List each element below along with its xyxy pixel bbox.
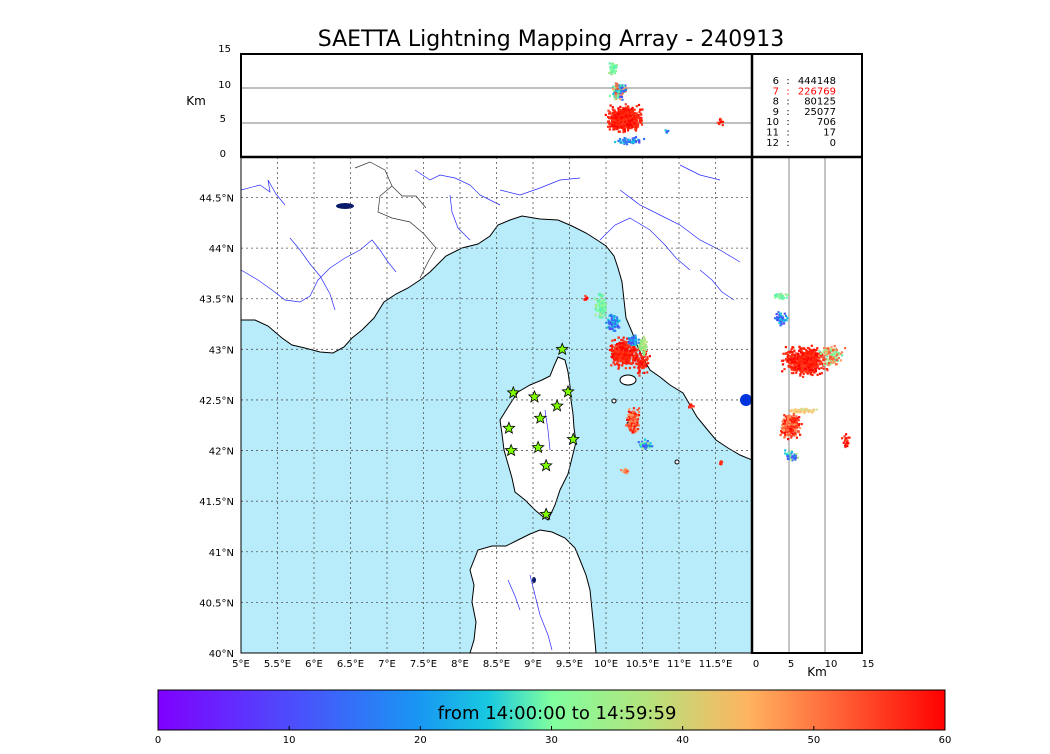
map-grid (241, 157, 752, 653)
station-star-icon (555, 342, 569, 356)
side-tick-label: 15 (862, 659, 875, 670)
stats-value: 17 (823, 128, 836, 139)
stats-separator: : (786, 107, 789, 118)
station-star-icon (539, 507, 553, 521)
stats-key: 10 (766, 117, 779, 128)
stats-key: 11 (766, 128, 779, 139)
station-star-icon (539, 458, 553, 472)
sources-outlier-marker (740, 394, 752, 406)
longitude-tick-label: 6.5°E (337, 659, 364, 670)
altitude-panel: Km 15 10 5 0 (186, 44, 753, 160)
stats-key: 12 (766, 138, 779, 149)
longitude-tick-label: 5.5°E (264, 659, 291, 670)
mainland-land (241, 157, 752, 461)
station-star-icon (502, 421, 516, 434)
stats-value: 25077 (804, 107, 836, 118)
side-tick-label: 10 (825, 659, 838, 670)
figure-title: SAETTA Lightning Mapping Array - 240913 (318, 27, 785, 52)
longitude-tick-label: 6°E (305, 659, 323, 670)
longitude-tick-label: 7°E (378, 659, 396, 670)
altitude-unit-label: Km (186, 94, 206, 108)
lma-stations (502, 342, 580, 521)
giglio-island (674, 459, 680, 465)
colorbar-tick-label: 10 (283, 735, 296, 746)
colorbar-tick-label: 50 (807, 735, 820, 746)
latitude-labels: 44.5°N 44°N 43.5°N 43°N 42.5°N 42°N 41.5°N 41°N… (199, 193, 234, 660)
station-star-icon (531, 440, 545, 454)
longitude-tick-label: 5°E (232, 659, 250, 670)
stats-separator: : (786, 138, 789, 149)
stats-key: 8 (773, 97, 779, 108)
colorbar-tick-label: 60 (939, 735, 952, 746)
colorbar-tick-label: 0 (155, 735, 161, 746)
station-star-icon (504, 443, 518, 457)
altitude-tick-label: 5 (220, 114, 226, 125)
longitude-tick-label: 11°E (667, 659, 691, 670)
map-panel (241, 157, 752, 653)
latitude-tick-label: 42.5°N (199, 396, 234, 407)
colorbar-tick-label: 20 (414, 735, 427, 746)
stats-value: 80125 (804, 97, 836, 108)
side-tick-label: 0 (753, 659, 759, 670)
stats-separator: : (786, 117, 789, 128)
longitude-tick-label: 7.5°E (410, 659, 437, 670)
longitude-tick-label: 10.5°E (626, 659, 660, 670)
stats-value: 226769 (798, 86, 836, 97)
latitude-tick-label: 43.5°N (199, 295, 234, 306)
colorbar-tick-label: 30 (545, 735, 558, 746)
stats-value: 706 (817, 117, 836, 128)
side-tick-label: 5 (788, 659, 794, 670)
country-borders (354, 161, 437, 279)
stats-value: 444148 (798, 76, 836, 87)
stats-key: 7 (773, 86, 779, 97)
elba-island (619, 374, 637, 386)
latitude-tick-label: 42°N (209, 447, 234, 458)
latitude-tick-label: 41.5°N (199, 497, 234, 508)
corsica-land (499, 356, 577, 521)
station-star-icon (506, 385, 521, 399)
side-unit-label: Km (807, 665, 827, 679)
longitude-tick-label: 9.5°E (556, 659, 583, 670)
stats-key: 6 (773, 76, 779, 87)
station-star-icon (527, 389, 542, 403)
stats-key: 9 (773, 107, 779, 118)
lightning-sources-altitude (604, 62, 725, 146)
stats-separator: : (786, 86, 789, 97)
side-panel: 0 5 10 15 Km (740, 156, 875, 679)
longitude-tick-label: 8°E (451, 659, 469, 670)
latitude-tick-label: 41°N (209, 548, 234, 559)
stats-separator: : (786, 76, 789, 87)
lightning-sources-side (774, 292, 851, 462)
colorbar-tick-label: 40 (676, 735, 689, 746)
altitude-tick-label: 10 (218, 80, 231, 91)
latitude-tick-label: 44°N (209, 244, 234, 255)
colorbar: from 14:00:00 to 14:59:59 0 10 20 30 40 50 60 (155, 689, 952, 746)
station-star-icon (566, 432, 580, 446)
longitude-tick-label: 11.5°E (699, 659, 733, 670)
latitude-tick-label: 40.5°N (199, 598, 234, 609)
lightning-sources-map (583, 292, 724, 475)
longitude-labels: 5°E 5.5°E 6°E 6.5°E 7°E 7.5°E 8°E 8.5°E 9°E 9.5°E… (232, 659, 732, 670)
stats-separator: : (786, 128, 789, 139)
colorbar-gradient (157, 689, 946, 731)
sardinia-land (469, 529, 597, 653)
latitude-tick-label: 44.5°N (199, 193, 234, 204)
station-star-icon (550, 398, 564, 412)
altitude-tick-label: 15 (218, 44, 231, 55)
stats-separator: : (786, 97, 789, 108)
station-star-icon (561, 384, 575, 398)
station-star-icon (533, 411, 548, 424)
stats-value: 0 (830, 138, 836, 149)
longitude-tick-label: 10°E (594, 659, 618, 670)
latitude-tick-label: 40°N (209, 649, 234, 660)
longitude-tick-label: 9°E (524, 659, 542, 670)
longitude-tick-label: 8.5°E (483, 659, 510, 670)
lake-geneva (336, 203, 354, 209)
latitude-tick-label: 43°N (209, 345, 234, 356)
colorbar-time-label: from 14:00:00 to 14:59:59 (438, 703, 677, 724)
altitude-tick-label: 0 (220, 149, 226, 160)
stats-box: 6:4441487:2267698:801259:2507710:70611:1… (751, 53, 863, 158)
